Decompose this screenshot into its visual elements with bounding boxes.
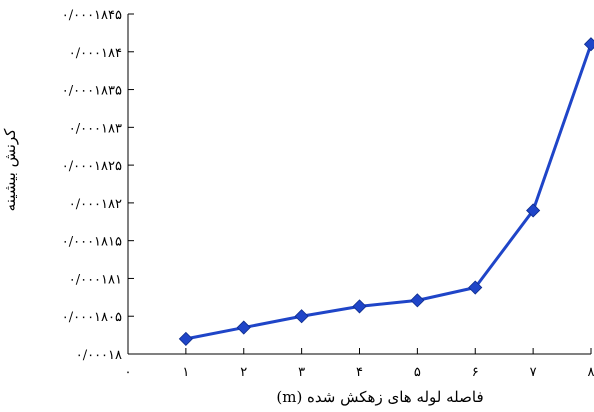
data-point-marker (583, 37, 594, 52)
data-point-marker (294, 309, 309, 324)
x-tick-label: ۱ (182, 365, 189, 380)
x-tick-label: ۳ (298, 365, 305, 380)
y-axis-title: کرنش بیشینه (1, 128, 19, 212)
series-line (185, 43, 593, 341)
data-point-marker (236, 320, 251, 335)
data-point-marker (410, 293, 425, 308)
y-tick-label: ۰/۰۰۰۱۸۴ (69, 46, 122, 61)
data-point-marker (526, 203, 541, 218)
y-tick-label: ۰/۰۰۰۱۸۴۵ (62, 8, 122, 23)
x-tick-label: ۸ (588, 365, 594, 380)
data-point-marker (352, 299, 367, 314)
x-tick-label: ۴ (356, 365, 363, 380)
chart-series (178, 37, 594, 346)
x-tick-label: ۰ (125, 365, 132, 380)
x-tick-label: ۲ (240, 365, 247, 380)
chart-ticks: ۰/۰۰۰۱۸ ۰/۰۰۰۱۸۰۵ ۰/۰۰۰۱۸۱ ۰/۰۰۰۱۸۱۵ ۰/۰۰۰۱۸… (62, 8, 594, 380)
y-tick-label: ۰/۰۰۰۱۸۱ (69, 272, 122, 287)
y-tick-label: ۰/۰۰۰۱۸۳ (69, 121, 122, 136)
y-tick-label: ۰/۰۰۰۱۸۱۵ (62, 235, 122, 250)
x-axis-title: فاصله لوله های زهکش شده (m) (276, 388, 483, 406)
x-tick-label: ۶ (472, 365, 479, 380)
y-tick-label: ۰/۰۰۰۱۸۲۵ (62, 159, 122, 174)
data-point-marker (178, 331, 193, 346)
y-tick-label: ۰/۰۰۰۱۸ (76, 348, 122, 363)
x-tick-label: ۷ (530, 365, 537, 380)
data-point-marker (468, 280, 483, 295)
y-tick-label: ۰/۰۰۰۱۸۳۵ (62, 84, 122, 99)
x-tick-label: ۵ (414, 365, 421, 380)
y-tick-label: ۰/۰۰۰۱۸۰۵ (62, 310, 122, 325)
y-tick-label: ۰/۰۰۰۱۸۲ (69, 197, 122, 212)
